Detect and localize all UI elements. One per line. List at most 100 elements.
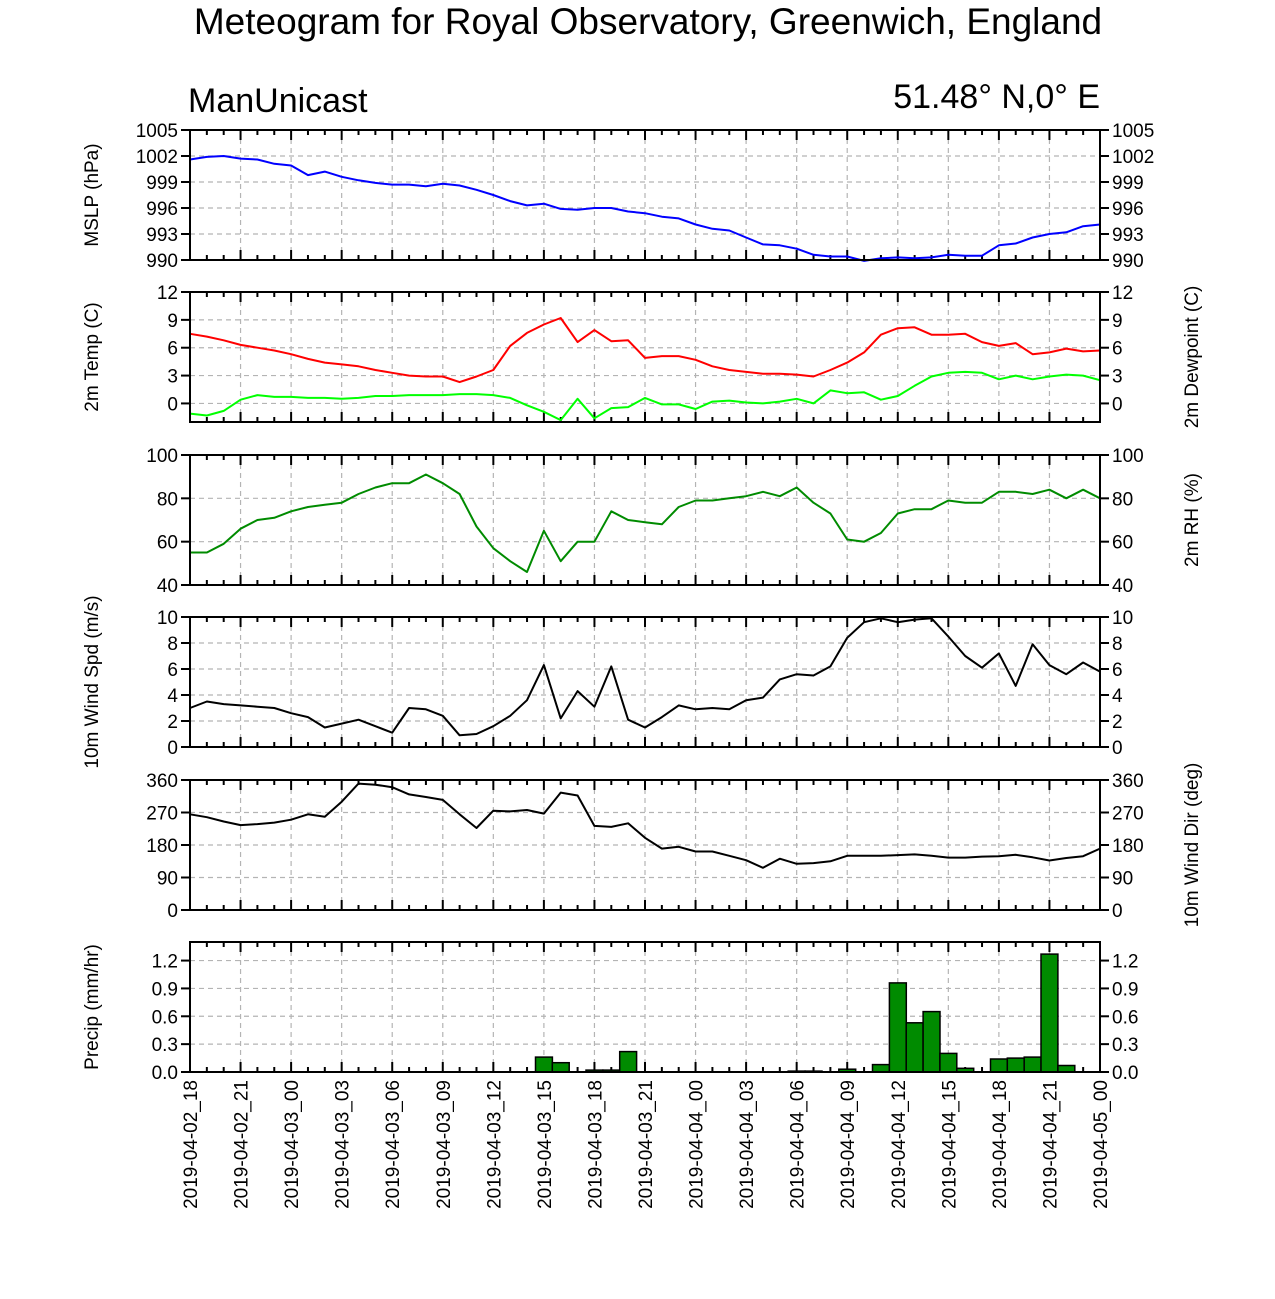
- x-tick-label: 2019-04-03_03: [333, 1080, 354, 1209]
- x-tick-label: 2019-04-02_21: [232, 1080, 253, 1209]
- y-tick-label-right: 90: [1112, 869, 1133, 890]
- y-axis-label-left: MSLP (hPa): [82, 143, 103, 246]
- x-tick-label: 2019-04-04_15: [939, 1080, 960, 1209]
- panel-2: 12 12 9 9 6 6 3 3 0 0 2m Temp (C) 2m Dewpoint (C): [82, 283, 1203, 428]
- y-axis-label-right: 2m Dewpoint (C): [1182, 286, 1203, 429]
- y-tick-label-right: 180: [1112, 836, 1144, 857]
- y-tick-label-right: 9: [1112, 311, 1123, 332]
- x-tick-label: 2019-04-04_21: [1040, 1080, 1061, 1209]
- y-tick-label-right: 0: [1112, 738, 1123, 759]
- panel-3: 100 100 80 80 60 60 40 40 2m RH (%): [146, 446, 1203, 597]
- y-tick-label-right: 0.6: [1112, 1007, 1138, 1028]
- y-tick-label-left: 6: [167, 339, 178, 360]
- y-axis-label-left: 2m Temp (C): [82, 302, 103, 411]
- x-tick-label: 2019-04-03_18: [585, 1080, 606, 1209]
- y-tick-label-left: 0: [167, 901, 178, 922]
- series-line-1: [189, 782, 1101, 869]
- y-tick-label-left: 360: [146, 771, 178, 792]
- precip-bar: [618, 1050, 638, 1073]
- x-tick-label: 2019-04-04_03: [737, 1080, 758, 1209]
- x-tick-label: 2019-04-03_06: [383, 1080, 404, 1209]
- x-tick-label: 2019-04-03_09: [434, 1080, 455, 1209]
- y-tick-label-right: 2: [1112, 712, 1123, 733]
- y-axis-label-left: Precip (mm/hr): [82, 944, 103, 1070]
- panel-frame: [189, 454, 1101, 586]
- y-tick-label-left: 3: [167, 367, 178, 388]
- y-tick-label-left: 6: [167, 660, 178, 681]
- y-tick-label-right: 996: [1112, 199, 1144, 220]
- panel-frame: [189, 941, 1101, 1073]
- precip-bar: [551, 1061, 570, 1073]
- panel-frame: [189, 291, 1101, 423]
- x-tick-label: 2019-04-03_15: [535, 1080, 556, 1209]
- panel-5: 360 360 270 270 180 180 90 90 0 0 10m Wind Dir (de…: [146, 763, 1203, 928]
- panel-4: 10 10 8 8 6 6 4 4 2 2 0 0 10m Wind Spd (m/s): [82, 595, 1133, 768]
- y-tick-label-right: 6: [1112, 339, 1123, 360]
- y-tick-label-left: 40: [157, 576, 178, 597]
- y-tick-label-right: 8: [1112, 634, 1123, 655]
- y-tick-label-left: 996: [146, 199, 178, 220]
- series-line-1: [189, 617, 1101, 737]
- y-tick-label-left: 60: [157, 533, 178, 554]
- precip-bar: [939, 1052, 958, 1073]
- y-axis-label-left: 10m Wind Spd (m/s): [82, 595, 103, 768]
- y-tick-label-left: 90: [157, 869, 178, 890]
- y-tick-label-right: 993: [1112, 225, 1144, 246]
- chart-title: Meteogram for Royal Observatory, Greenwi…: [194, 1, 1102, 42]
- y-tick-label-left: 0.3: [152, 1035, 178, 1056]
- series-line-1: [190, 473, 1101, 573]
- y-tick-label-left: 100: [146, 446, 178, 467]
- y-tick-label-left: 180: [146, 836, 178, 857]
- y-tick-label-left: 10: [157, 608, 178, 629]
- y-tick-label-right: 40: [1112, 576, 1133, 597]
- panel-6: 1.2 1.2 0.9 0.9 0.6 0.6 0.3 0.3 0.0 0.0 Precip (mm…: [82, 941, 1138, 1084]
- y-tick-label-left: 999: [146, 173, 178, 194]
- y-tick-label-left: 2: [167, 712, 178, 733]
- precip-bar: [922, 1010, 941, 1073]
- y-tick-label-right: 1005: [1112, 121, 1154, 142]
- precip-bar: [905, 1022, 924, 1073]
- y-tick-label-right: 0.3: [1112, 1035, 1138, 1056]
- precip-bar: [534, 1056, 554, 1073]
- y-tick-label-right: 6: [1112, 660, 1123, 681]
- x-tick-label: 2019-04-02_18: [181, 1080, 202, 1209]
- panel-frame: [189, 129, 1101, 261]
- precip-bar: [1023, 1056, 1042, 1073]
- y-tick-label-left: 8: [167, 634, 178, 655]
- series-line-1: [189, 317, 1101, 384]
- y-tick-label-left: 0.9: [152, 979, 178, 1000]
- y-tick-label-left: 0.6: [152, 1007, 178, 1028]
- y-axis-label-right: 10m Wind Dir (deg): [1182, 763, 1203, 928]
- y-tick-label-left: 80: [157, 489, 178, 510]
- x-tick-label: 2019-04-05_00: [1091, 1080, 1112, 1209]
- y-tick-label-left: 1002: [136, 147, 178, 168]
- y-tick-label-right: 0.9: [1112, 979, 1138, 1000]
- x-tick-label: 2019-04-04_06: [788, 1080, 809, 1209]
- y-tick-label-left: 1005: [136, 121, 178, 142]
- x-axis-labels: 2019-04-02_18 2019-04-02_21 2019-04-03_00 2…: [181, 1080, 1112, 1209]
- y-tick-label-left: 9: [167, 311, 178, 332]
- y-tick-label-left: 993: [146, 225, 178, 246]
- precip-bar: [1006, 1057, 1025, 1073]
- y-tick-label-right: 990: [1112, 251, 1144, 272]
- y-tick-label-right: 360: [1112, 771, 1144, 792]
- panel-1: 1005 1005 1002 1002 999 999 996 996 993 993 990 990…: [82, 121, 1154, 272]
- precip-bar: [871, 1063, 891, 1073]
- y-tick-label-left: 270: [146, 804, 178, 825]
- y-tick-label-right: 80: [1112, 489, 1133, 510]
- y-tick-label-right: 0: [1112, 901, 1123, 922]
- x-tick-label: 2019-04-03_00: [282, 1080, 303, 1209]
- panel-frame: [189, 616, 1101, 748]
- precip-bar: [989, 1058, 1009, 1073]
- y-tick-label-right: 12: [1112, 283, 1133, 304]
- y-tick-label-right: 0.0: [1112, 1063, 1138, 1084]
- y-tick-label-left: 1.2: [152, 952, 178, 973]
- y-tick-label-right: 270: [1112, 804, 1144, 825]
- series-line-2: [189, 370, 1101, 422]
- y-tick-label-left: 12: [157, 283, 178, 304]
- x-tick-label: 2019-04-04_12: [889, 1080, 910, 1209]
- precip-bar: [888, 982, 908, 1073]
- location-label: 51.48° N,0° E: [893, 78, 1100, 116]
